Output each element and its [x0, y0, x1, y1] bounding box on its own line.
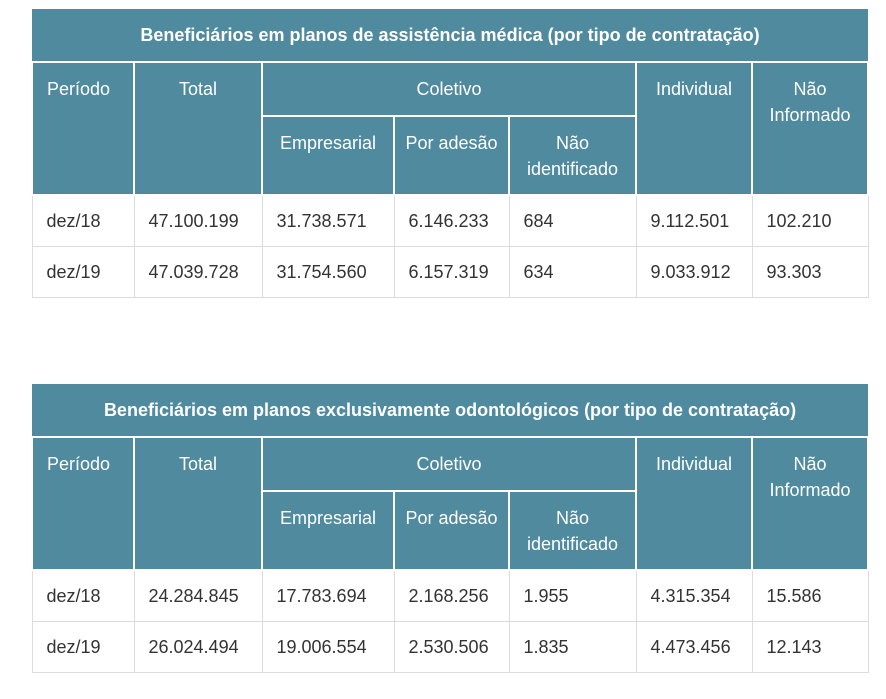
cell-por-adesao: 6.146.233	[393, 194, 510, 247]
table-row: dez/19 26.024.494 19.006.554 2.530.506 1…	[31, 621, 869, 673]
table-title: Beneficiários em planos de assistência m…	[32, 9, 869, 63]
cell-individual: 4.315.354	[635, 569, 753, 622]
table-row: dez/18 47.100.199 31.738.571 6.146.233 6…	[31, 194, 869, 247]
cell-nao-informado: 102.210	[751, 194, 869, 247]
cell-periodo: dez/18	[31, 194, 135, 247]
column-header-nao-identificado: Não identificado	[508, 115, 637, 196]
cell-periodo: dez/18	[31, 569, 135, 622]
column-header-total: Total	[133, 61, 263, 196]
column-header-periodo: Período	[31, 436, 135, 571]
column-header-coletivo: Coletivo	[261, 436, 637, 492]
cell-por-adesao: 2.530.506	[393, 621, 510, 673]
cell-nao-informado: 15.586	[751, 569, 869, 622]
table-row: dez/18 24.284.845 17.783.694 2.168.256 1…	[31, 569, 869, 622]
medical-plans-table: Beneficiários em planos de assistência m…	[31, 9, 870, 298]
column-header-por-adesao: Por adesão	[393, 115, 510, 196]
cell-individual: 9.033.912	[635, 246, 753, 298]
cell-individual: 4.473.456	[635, 621, 753, 673]
cell-por-adesao: 6.157.319	[393, 246, 510, 298]
cell-nao-identificado: 1.955	[508, 569, 637, 622]
cell-total: 47.039.728	[133, 246, 263, 298]
column-header-nao-informado: Não Informado	[750, 61, 870, 196]
column-header-empresarial: Empresarial	[261, 115, 395, 196]
cell-nao-identificado: 1.835	[508, 621, 637, 673]
column-header-total: Total	[133, 436, 263, 571]
column-header-individual: Individual	[635, 61, 753, 196]
column-header-nao-identificado: Não identificado	[508, 490, 637, 571]
cell-nao-informado: 93.303	[751, 246, 869, 298]
cell-nao-identificado: 634	[508, 246, 637, 298]
table-title: Beneficiários em planos exclusivamente o…	[32, 384, 869, 438]
column-header-coletivo: Coletivo	[261, 61, 637, 117]
cell-total: 24.284.845	[133, 569, 263, 622]
cell-empresarial: 19.006.554	[261, 621, 395, 673]
column-header-por-adesao: Por adesão	[393, 490, 510, 571]
cell-empresarial: 31.754.560	[261, 246, 395, 298]
table-row: dez/19 47.039.728 31.754.560 6.157.319 6…	[31, 246, 869, 298]
cell-total: 47.100.199	[133, 194, 263, 247]
cell-periodo: dez/19	[31, 621, 135, 673]
cell-empresarial: 31.738.571	[261, 194, 395, 247]
cell-individual: 9.112.501	[635, 194, 753, 247]
column-header-periodo: Período	[31, 61, 135, 196]
column-header-nao-informado: Não Informado	[750, 436, 870, 571]
cell-por-adesao: 2.168.256	[393, 569, 510, 622]
cell-nao-informado: 12.143	[751, 621, 869, 673]
column-header-individual: Individual	[635, 436, 753, 571]
column-header-empresarial: Empresarial	[261, 490, 395, 571]
cell-empresarial: 17.783.694	[261, 569, 395, 622]
cell-nao-identificado: 684	[508, 194, 637, 247]
cell-total: 26.024.494	[133, 621, 263, 673]
cell-periodo: dez/19	[31, 246, 135, 298]
dental-plans-table: Beneficiários em planos exclusivamente o…	[31, 384, 870, 673]
